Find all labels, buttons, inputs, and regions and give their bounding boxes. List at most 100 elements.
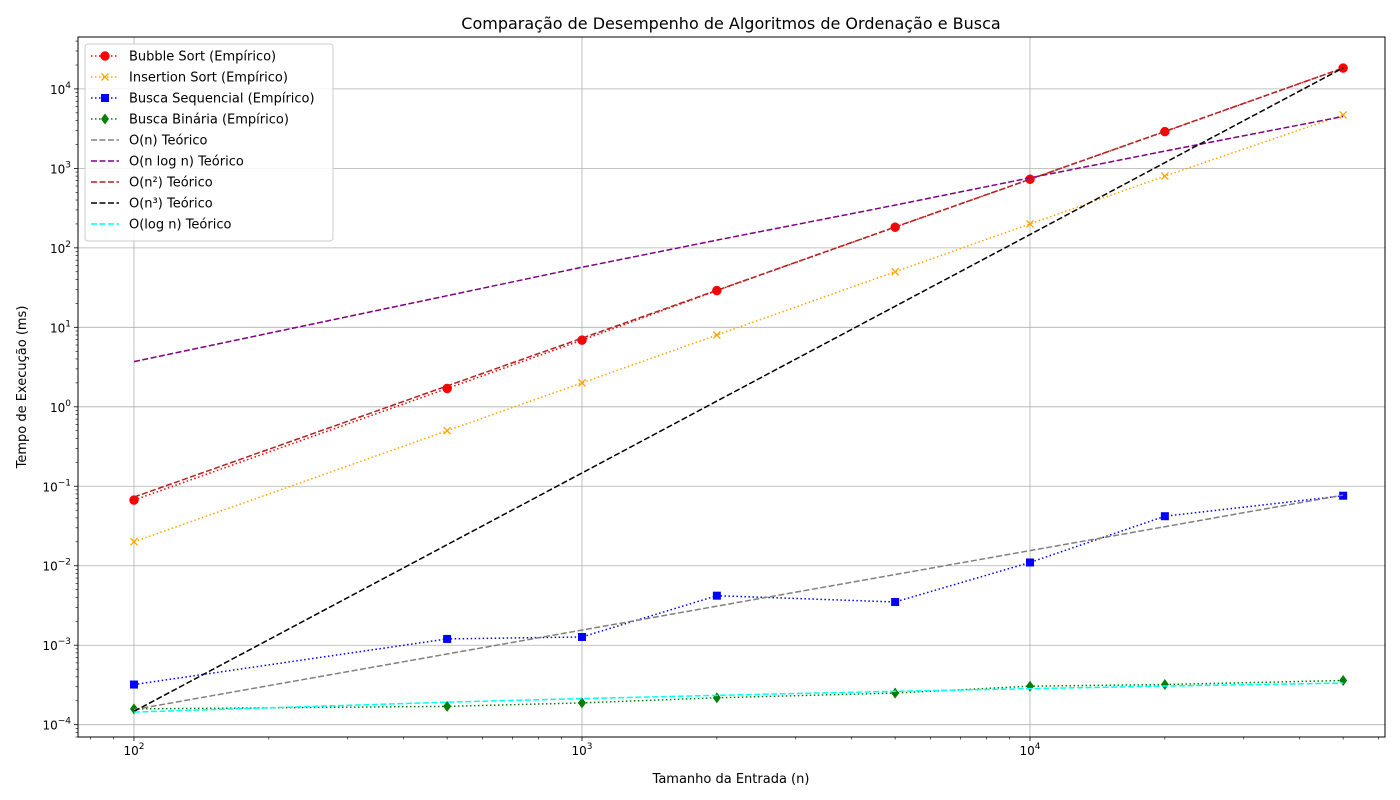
data-point xyxy=(1339,674,1348,686)
y-tick-exponent: −3 xyxy=(58,637,71,647)
series-line xyxy=(133,682,1344,713)
data-point xyxy=(1160,679,1169,691)
legend-label: O(n log n) Teórico xyxy=(129,155,244,170)
data-point xyxy=(129,495,139,505)
y-tick-exponent: −1 xyxy=(58,478,71,488)
data-point xyxy=(443,634,452,643)
series-line xyxy=(133,114,1344,543)
y-tick-label: 10−1 xyxy=(42,478,71,494)
x-tick-exponent: 3 xyxy=(587,742,593,752)
series-line xyxy=(133,67,1344,713)
x-tick-exponent: 4 xyxy=(1035,742,1041,752)
data-point xyxy=(577,697,586,709)
y-tick-exponent: 0 xyxy=(65,399,71,409)
legend-label: Busca Sequencial (Empírico) xyxy=(129,92,315,107)
x-axis-ticks: 102 103 104 xyxy=(123,737,1041,758)
x-tick-base: 10 xyxy=(1019,744,1034,758)
data-point xyxy=(891,687,900,699)
legend-item: Bubble Sort (Empírico) xyxy=(91,50,276,65)
series-4 xyxy=(133,494,1344,711)
legend-label: Bubble Sort (Empírico) xyxy=(129,50,276,65)
series-8 xyxy=(133,682,1344,713)
data-point xyxy=(712,285,722,296)
series-7 xyxy=(133,67,1344,713)
data-point xyxy=(129,680,138,689)
legend-label: Busca Binária (Empírico) xyxy=(129,113,289,128)
data-point xyxy=(443,426,452,435)
x-axis-label: Tamanho da Entrada (n) xyxy=(652,772,810,787)
data-point xyxy=(1026,219,1034,228)
y-tick-base: 10 xyxy=(42,639,57,653)
y-tick-label: 104 xyxy=(50,81,71,97)
y-tick-label: 101 xyxy=(50,319,71,335)
data-point xyxy=(1160,512,1169,521)
data-point xyxy=(1339,111,1348,119)
x-tick-exponent: 2 xyxy=(139,742,145,752)
data-point xyxy=(578,378,586,387)
y-tick-base: 10 xyxy=(50,83,65,97)
series-line xyxy=(133,679,1344,710)
data-point xyxy=(712,331,721,339)
legend-marker xyxy=(101,113,109,125)
y-axis-label: Tempo de Execução (ms) xyxy=(15,306,30,470)
y-tick-base: 10 xyxy=(50,162,65,176)
series-line xyxy=(133,115,1344,363)
legend-label: O(n) Teórico xyxy=(129,134,208,149)
legend-marker xyxy=(101,94,109,102)
y-tick-exponent: 3 xyxy=(65,160,71,170)
x-tick-base: 10 xyxy=(571,744,586,758)
data-point xyxy=(442,383,452,394)
y-tick-base: 10 xyxy=(50,321,65,335)
plot-area xyxy=(129,63,1348,715)
legend-item: O(n³) Teórico xyxy=(91,197,213,212)
y-tick-base: 10 xyxy=(50,401,65,415)
series-line xyxy=(133,495,1344,686)
data-point xyxy=(130,537,138,546)
legend-marker xyxy=(101,73,109,81)
y-tick-exponent: −4 xyxy=(58,717,72,727)
y-tick-label: 103 xyxy=(50,160,71,176)
data-point xyxy=(891,267,900,276)
data-point xyxy=(1025,680,1034,692)
legend-item: Busca Sequencial (Empírico) xyxy=(91,92,315,107)
series-1 xyxy=(130,111,1348,546)
y-tick-label: 102 xyxy=(50,240,71,256)
data-point xyxy=(891,597,900,606)
legend-item: O(n) Teórico xyxy=(91,134,208,149)
data-point xyxy=(1025,558,1034,567)
y-tick-label: 100 xyxy=(50,399,71,415)
series-2 xyxy=(129,491,1348,689)
legend: Bubble Sort (Empírico) Insertion Sort (Em… xyxy=(84,43,334,242)
y-tick-exponent: 2 xyxy=(65,240,71,250)
y-tick-base: 10 xyxy=(42,480,57,494)
y-tick-label: 10−3 xyxy=(42,637,71,653)
plot-frame xyxy=(77,36,1386,738)
legend-label: O(log n) Teórico xyxy=(129,218,231,233)
series-line xyxy=(133,494,1344,711)
y-tick-exponent: 1 xyxy=(65,319,71,329)
legend-item: Busca Binária (Empírico) xyxy=(91,113,289,128)
data-point xyxy=(577,632,586,641)
legend-item: O(n²) Teórico xyxy=(91,176,213,191)
legend-label: O(n³) Teórico xyxy=(129,197,213,212)
legend-item: O(n log n) Teórico xyxy=(91,155,244,170)
y-tick-exponent: 4 xyxy=(65,81,71,91)
y-tick-label: 10−2 xyxy=(42,558,71,574)
x-tick-label: 104 xyxy=(1019,742,1040,758)
legend-item: O(log n) Teórico xyxy=(91,218,231,233)
y-tick-base: 10 xyxy=(50,242,65,256)
legend-item: Insertion Sort (Empírico) xyxy=(91,71,288,86)
y-tick-exponent: −2 xyxy=(58,558,71,568)
y-tick-label: 10−4 xyxy=(42,717,71,733)
x-tick-label: 102 xyxy=(123,742,144,758)
y-tick-base: 10 xyxy=(42,719,57,733)
legend-label: Insertion Sort (Empírico) xyxy=(129,71,288,86)
data-point xyxy=(712,591,721,600)
series-line xyxy=(133,67,1344,501)
data-point xyxy=(712,692,721,704)
data-point xyxy=(443,700,452,712)
x-tick-base: 10 xyxy=(123,744,138,758)
legend-marker xyxy=(100,51,110,61)
series-5 xyxy=(133,115,1344,363)
